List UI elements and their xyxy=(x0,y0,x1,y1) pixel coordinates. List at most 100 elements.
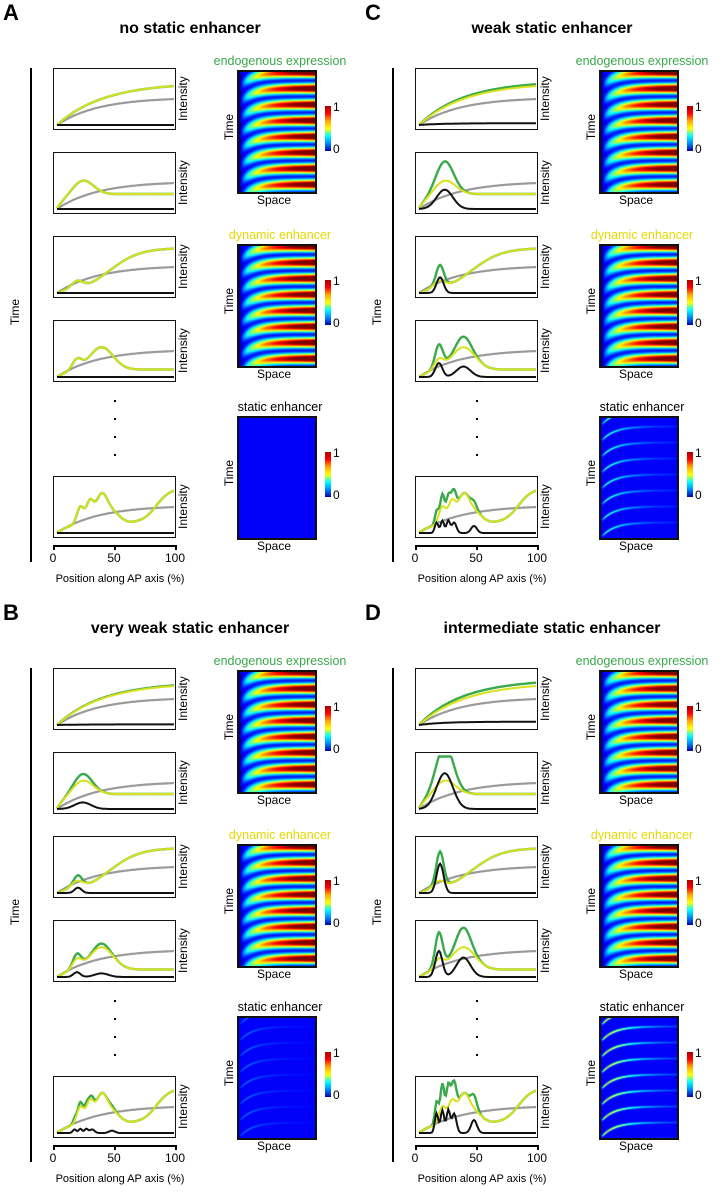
colorbar-min-label: 0 xyxy=(695,142,702,156)
gray-curve xyxy=(418,866,536,894)
heatmap-title-endogenous: endogenous expression xyxy=(213,54,347,68)
heatmap-canvas xyxy=(601,246,677,366)
plot-curves xyxy=(418,681,536,726)
intensity-label: Intensity xyxy=(538,484,552,530)
static-curve xyxy=(418,122,536,126)
ellipsis-dot xyxy=(114,454,116,456)
plot-curves xyxy=(418,1078,536,1134)
colorbar-min-label: 0 xyxy=(333,488,340,502)
line-plot xyxy=(53,152,176,214)
heatmap-time-label: Time xyxy=(222,713,237,741)
colorbar xyxy=(687,880,693,925)
gray-curve xyxy=(418,782,536,810)
dynamic-curve xyxy=(56,346,174,378)
plot-curves xyxy=(418,335,536,379)
plot-curves xyxy=(56,489,174,534)
x-tick-label: 100 xyxy=(164,551,186,565)
time-axis-label: Time xyxy=(370,898,385,926)
heatmap-static xyxy=(237,1016,317,1140)
colorbar-max-label: 1 xyxy=(695,100,702,114)
ellipsis-dot xyxy=(476,400,478,402)
plot-curves xyxy=(56,84,174,126)
static-curve xyxy=(57,723,174,726)
panel-title: very weak static enhancer xyxy=(90,620,290,637)
heatmap-time-label: Time xyxy=(584,887,599,915)
heatmap-title-static: static enhancer xyxy=(237,1000,323,1014)
plot-curves xyxy=(56,772,174,810)
heatmap-time-label: Time xyxy=(222,1059,237,1087)
heatmap-space-label: Space xyxy=(619,367,654,381)
gray-curve xyxy=(56,698,174,726)
heatmap-canvas xyxy=(239,1018,315,1138)
colorbar-max-label: 1 xyxy=(333,446,340,460)
static-curve xyxy=(418,188,536,210)
heatmap-time-label: Time xyxy=(222,113,237,141)
line-plot xyxy=(415,476,538,538)
x-tick xyxy=(175,1145,177,1150)
colorbar-max-label: 1 xyxy=(695,700,702,714)
dynamic-curve xyxy=(56,179,174,209)
intensity-label: Intensity xyxy=(176,844,190,890)
heatmap-space-label: Space xyxy=(257,367,292,381)
heatmap-title-endogenous: endogenous expression xyxy=(213,654,347,668)
heatmap-space-label: Space xyxy=(257,193,292,207)
dynamic-curve xyxy=(418,346,536,378)
ellipsis-dot xyxy=(476,436,478,438)
heatmap-time-label: Time xyxy=(222,887,237,915)
heatmap-dynamic xyxy=(237,844,317,968)
ellipsis-dot xyxy=(114,400,116,402)
dynamic-curve xyxy=(418,489,536,534)
static-curve xyxy=(56,801,174,810)
colorbar xyxy=(687,452,693,497)
plot-curves xyxy=(418,160,536,210)
x-tick-label: 100 xyxy=(164,1151,186,1165)
panel-letter: A xyxy=(3,0,19,25)
colorbar xyxy=(687,106,693,151)
colorbar-max-label: 1 xyxy=(695,446,702,460)
heatmap-space-label: Space xyxy=(619,193,654,207)
colorbar-min-label: 0 xyxy=(333,142,340,156)
intensity-label: Intensity xyxy=(176,76,190,122)
ellipsis-dot xyxy=(476,418,478,420)
heatmap-title-static: static enhancer xyxy=(599,1000,685,1014)
heatmap-title-static: static enhancer xyxy=(599,400,685,414)
heatmap-static xyxy=(599,1016,679,1140)
intensity-label: Intensity xyxy=(176,676,190,722)
heatmap-space-label: Space xyxy=(619,793,654,807)
plot-curves xyxy=(418,847,536,895)
heatmap-time-label: Time xyxy=(584,287,599,315)
heatmap-time-label: Time xyxy=(222,287,237,315)
static-curve xyxy=(419,861,536,894)
line-plot xyxy=(415,1076,538,1138)
colorbar-min-label: 0 xyxy=(695,316,702,330)
x-tick-label: 0 xyxy=(49,1151,57,1165)
plot-curves xyxy=(418,926,536,979)
intensity-label: Intensity xyxy=(538,328,552,374)
static-curve xyxy=(57,1127,174,1134)
x-tick xyxy=(53,1145,55,1150)
colorbar xyxy=(325,452,331,497)
x-tick xyxy=(476,545,478,550)
heatmap-static xyxy=(599,416,679,540)
plot-curves xyxy=(56,247,174,295)
heatmap-endogenous xyxy=(237,70,317,194)
heatmap-canvas xyxy=(239,846,315,966)
static-curve xyxy=(418,772,536,810)
colorbar xyxy=(687,706,693,751)
heatmap-space-label: Space xyxy=(257,793,292,807)
endogenous-curve xyxy=(418,681,536,726)
x-tick xyxy=(114,545,116,550)
heatmap-dynamic xyxy=(599,244,679,368)
heatmap-time-label: Time xyxy=(222,459,237,487)
panel-letter: D xyxy=(365,600,381,625)
heatmap-title-dynamic: dynamic enhancer xyxy=(590,228,694,242)
dynamic-curve xyxy=(56,247,174,294)
x-tick-label: 0 xyxy=(411,551,419,565)
line-plot xyxy=(415,236,538,298)
heatmap-endogenous xyxy=(599,70,679,194)
x-tick-label: 0 xyxy=(411,1151,419,1165)
line-plot xyxy=(53,236,176,298)
endogenous-curve xyxy=(56,847,174,895)
intensity-label: Intensity xyxy=(176,760,190,806)
